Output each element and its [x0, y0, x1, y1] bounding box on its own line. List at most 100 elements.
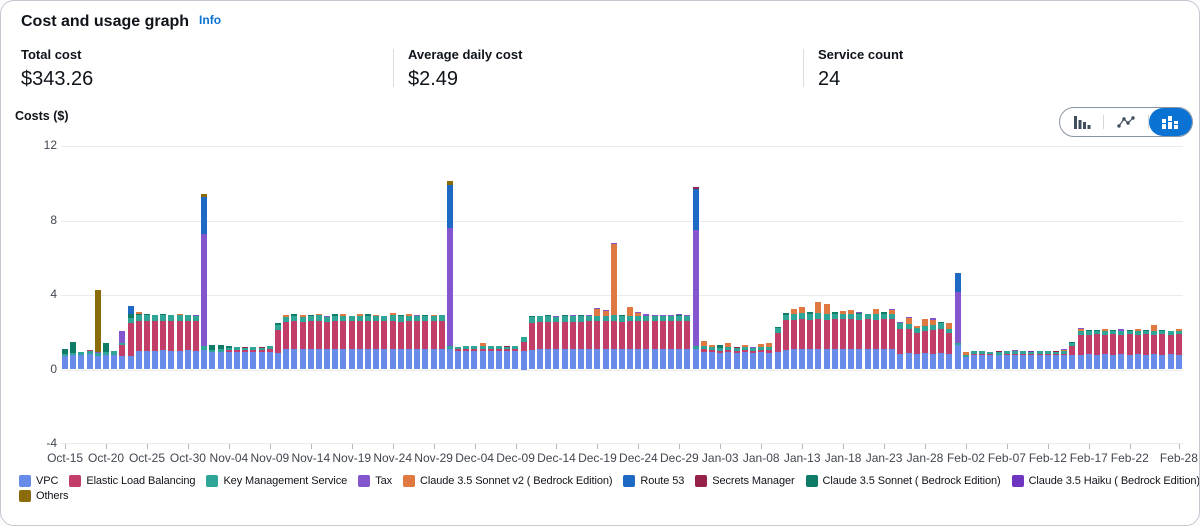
bar[interactable] [569, 315, 576, 370]
bar[interactable] [209, 345, 216, 370]
bar[interactable] [62, 349, 68, 370]
bar[interactable] [1143, 329, 1150, 370]
bar[interactable] [1052, 350, 1059, 370]
bar[interactable] [561, 314, 568, 370]
bar[interactable] [152, 314, 159, 370]
bar[interactable] [700, 340, 707, 370]
legend-item-kms[interactable]: Key Management Service [206, 475, 347, 487]
bar[interactable] [496, 346, 503, 370]
bar[interactable] [528, 315, 535, 370]
legend-item-secrets[interactable]: Secrets Manager [695, 475, 795, 487]
bar[interactable] [807, 311, 814, 370]
bar[interactable] [365, 314, 372, 370]
bar[interactable] [160, 313, 167, 370]
bar[interactable] [987, 351, 994, 370]
bar[interactable] [1102, 329, 1109, 370]
bar[interactable] [504, 345, 511, 370]
bar[interactable] [897, 321, 904, 370]
bar[interactable] [332, 314, 339, 370]
bar[interactable] [119, 330, 126, 370]
bar[interactable] [389, 312, 396, 370]
bar[interactable] [1093, 329, 1100, 370]
bar[interactable] [774, 326, 781, 370]
bar[interactable] [266, 345, 273, 370]
bar[interactable] [1151, 325, 1158, 370]
bar[interactable] [168, 315, 175, 370]
bar[interactable] [1044, 351, 1051, 370]
bar[interactable] [78, 352, 85, 370]
bar[interactable] [102, 342, 109, 370]
bar[interactable] [471, 346, 478, 370]
bar[interactable] [692, 186, 699, 370]
bar[interactable] [856, 312, 863, 370]
bar[interactable] [995, 351, 1002, 370]
bar[interactable] [184, 314, 191, 370]
bar[interactable] [1110, 329, 1117, 370]
bar[interactable] [176, 313, 183, 370]
bar[interactable] [479, 342, 486, 370]
bar[interactable] [1175, 328, 1182, 370]
bar[interactable] [86, 350, 93, 370]
bar[interactable] [1012, 350, 1018, 370]
bar[interactable] [905, 316, 912, 370]
bar[interactable] [422, 314, 429, 370]
bar[interactable] [733, 347, 740, 370]
bar[interactable] [225, 345, 232, 370]
bar[interactable] [291, 314, 298, 370]
bar[interactable] [799, 306, 806, 370]
bar[interactable] [233, 346, 240, 370]
bar[interactable] [250, 346, 257, 370]
bar[interactable] [1134, 329, 1141, 370]
bar[interactable] [921, 319, 928, 370]
info-link[interactable]: Info [199, 13, 222, 27]
bar[interactable] [274, 322, 281, 370]
bar[interactable] [324, 315, 331, 370]
bar[interactable] [553, 315, 560, 370]
bar[interactable] [627, 307, 634, 370]
bar[interactable] [373, 314, 380, 370]
bar[interactable] [602, 310, 609, 370]
bar[interactable] [340, 313, 347, 370]
bar[interactable] [586, 314, 593, 370]
bar[interactable] [749, 346, 756, 370]
bar[interactable] [430, 314, 437, 370]
bar[interactable] [872, 309, 879, 370]
bar[interactable] [946, 322, 953, 370]
bar[interactable] [414, 314, 421, 370]
bar[interactable] [643, 314, 650, 370]
bar[interactable] [1069, 341, 1076, 370]
bar[interactable] [463, 346, 470, 370]
legend-item-sonnet_v2[interactable]: Claude 3.5 Sonnet v2 ( Bedrock Edition) [403, 475, 613, 487]
legend-item-others[interactable]: Others [19, 490, 69, 502]
bar[interactable] [537, 316, 543, 370]
bar[interactable] [143, 313, 150, 370]
bar[interactable] [864, 313, 871, 370]
legend-item-sonnet[interactable]: Claude 3.5 Sonnet ( Bedrock Edition) [805, 475, 1001, 487]
bar[interactable] [913, 325, 920, 370]
bar[interactable] [782, 312, 789, 370]
bar[interactable] [455, 346, 462, 370]
bar[interactable] [840, 310, 847, 370]
bar[interactable] [659, 314, 666, 370]
bar[interactable] [193, 314, 200, 370]
bar[interactable] [930, 318, 937, 370]
bar[interactable] [94, 290, 101, 370]
legend-item-tax[interactable]: Tax [358, 475, 392, 487]
bar[interactable] [676, 313, 683, 370]
bar[interactable] [717, 344, 724, 370]
bar[interactable] [201, 194, 208, 370]
bar[interactable] [651, 314, 658, 370]
line-chart-icon[interactable] [1104, 108, 1147, 136]
bar[interactable] [889, 308, 896, 370]
bar[interactable] [299, 314, 306, 370]
legend-item-vpc[interactable]: VPC [19, 475, 58, 487]
bar[interactable] [1028, 350, 1035, 370]
bar[interactable] [635, 312, 642, 370]
bar[interactable] [577, 314, 584, 370]
bar[interactable] [512, 345, 519, 370]
bar[interactable] [668, 314, 675, 370]
bar[interactable] [594, 307, 601, 370]
bar[interactable] [487, 346, 494, 370]
bar[interactable] [766, 343, 773, 370]
bar[interactable] [1036, 351, 1043, 370]
